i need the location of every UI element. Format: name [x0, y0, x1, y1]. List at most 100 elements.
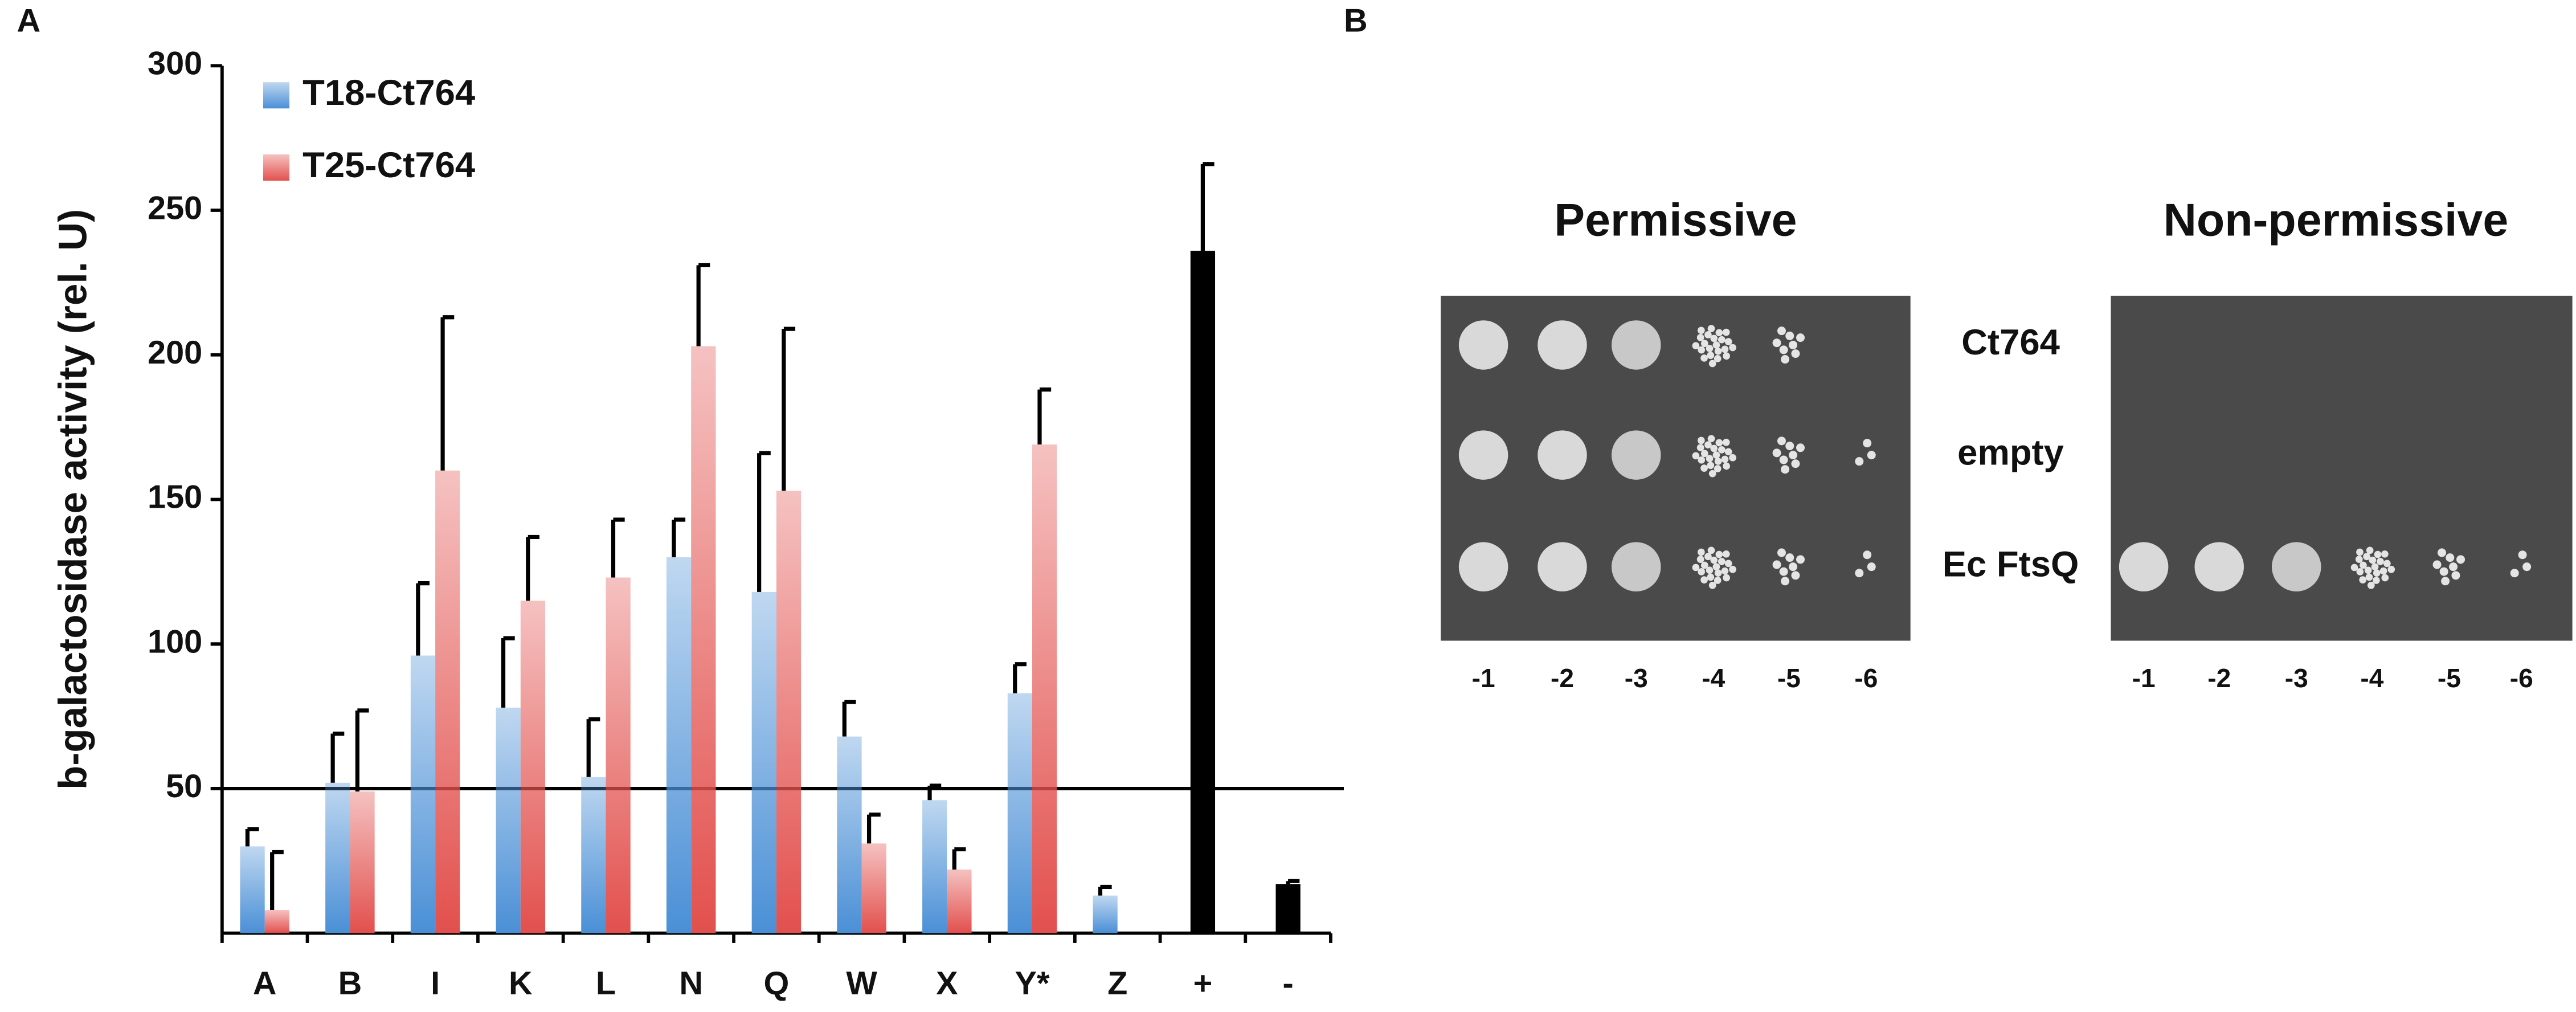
- plate-photo: [1441, 295, 1911, 641]
- colony: [2441, 577, 2450, 586]
- colony: [2381, 550, 2389, 558]
- colony: [2446, 553, 2455, 562]
- row-label: Ec FtsQ: [1943, 544, 2079, 584]
- dilution-label: -6: [1854, 663, 1878, 693]
- colony: [1707, 462, 1715, 470]
- dilution-label: -4: [2360, 663, 2383, 693]
- y-tick-label: 150: [148, 479, 202, 516]
- colony: [2369, 556, 2377, 564]
- colony-spot: [1458, 542, 1508, 591]
- colony: [1696, 556, 1704, 563]
- colony: [1781, 355, 1790, 364]
- legend-swatch: [263, 82, 290, 109]
- colony: [1867, 451, 1876, 460]
- colony: [2449, 562, 2458, 572]
- colony-spot: [1538, 542, 1587, 591]
- colony: [1721, 567, 1729, 575]
- colony: [1714, 465, 1722, 472]
- bar: [861, 843, 886, 933]
- colony: [1707, 435, 1715, 443]
- colony-spot: [1538, 430, 1587, 480]
- colony: [1710, 556, 1718, 564]
- colony: [2363, 553, 2370, 561]
- panel-label: B: [1344, 3, 1368, 39]
- colony: [1707, 352, 1715, 359]
- colony: [1692, 564, 1700, 572]
- colony: [1715, 439, 1723, 447]
- colony: [1789, 562, 1798, 572]
- colony: [1718, 446, 1725, 454]
- colony: [1855, 569, 1864, 578]
- colony: [1789, 451, 1798, 460]
- colony: [1863, 439, 1872, 448]
- colony: [2356, 548, 2364, 556]
- bar: [435, 470, 460, 933]
- colony: [1706, 566, 1714, 574]
- colony: [2360, 561, 2367, 569]
- colony: [2377, 558, 2384, 565]
- colony-spot: [1611, 542, 1661, 591]
- colony-spot: [1611, 430, 1661, 480]
- colony: [1715, 329, 1723, 337]
- colony: [2350, 564, 2358, 572]
- colony: [2451, 571, 2460, 580]
- colony: [1710, 444, 1718, 452]
- bar: [264, 910, 289, 933]
- colony-spot: [2271, 542, 2321, 591]
- colony: [1707, 325, 1715, 332]
- x-tick-label: I: [431, 965, 440, 1002]
- colony: [1704, 553, 1712, 561]
- bar: [410, 655, 436, 933]
- colony: [2373, 569, 2381, 577]
- colony-spot: [1611, 320, 1661, 370]
- y-tick-label: 250: [148, 190, 202, 226]
- colony: [1781, 577, 1790, 586]
- colony: [1718, 558, 1725, 565]
- colony: [1724, 560, 1732, 568]
- bar: [240, 846, 265, 933]
- x-tick-label: +: [1193, 965, 1213, 1002]
- colony: [1706, 345, 1714, 352]
- colony: [1785, 331, 1794, 340]
- colony: [1708, 360, 1716, 368]
- colony: [1777, 548, 1786, 557]
- colony: [1700, 576, 1708, 583]
- y-axis-label: b-galactosidase activity (rel. U): [51, 209, 95, 790]
- colony: [1696, 444, 1704, 451]
- colony-spot: [1458, 430, 1508, 480]
- colony: [2456, 555, 2465, 564]
- colony-spot: [2194, 542, 2244, 591]
- colony: [1791, 349, 1800, 358]
- dilution-label: -3: [2285, 663, 2308, 693]
- bar: [350, 791, 375, 933]
- colony: [2364, 566, 2372, 574]
- bar: [666, 557, 692, 933]
- colony: [1714, 577, 1722, 584]
- colony: [1789, 340, 1798, 349]
- dilution-label: -2: [2207, 663, 2231, 693]
- x-tick-label: K: [509, 965, 533, 1002]
- x-tick-label: N: [679, 965, 703, 1002]
- colony: [1723, 352, 1730, 360]
- legend-label: T18-Ct764: [302, 73, 475, 113]
- bar: [1032, 444, 1057, 933]
- colony: [1698, 436, 1705, 444]
- colony: [2367, 581, 2375, 589]
- colony: [1698, 327, 1705, 334]
- dilution-label: -2: [1551, 663, 1574, 693]
- colony: [1698, 548, 1705, 556]
- x-tick-label: Y*: [1015, 965, 1050, 1002]
- colony: [1722, 550, 1730, 558]
- bar: [837, 736, 862, 933]
- dilution-label: -1: [2132, 663, 2156, 693]
- colony: [2439, 567, 2448, 576]
- colony: [1779, 455, 1788, 464]
- colony: [1722, 328, 1730, 336]
- colony-spot: [1458, 320, 1508, 370]
- dilution-label: -3: [1625, 663, 1648, 693]
- colony: [2510, 569, 2519, 578]
- colony: [2356, 568, 2364, 576]
- colony: [1722, 438, 1730, 446]
- colony: [1796, 443, 1805, 452]
- bar: [520, 601, 546, 933]
